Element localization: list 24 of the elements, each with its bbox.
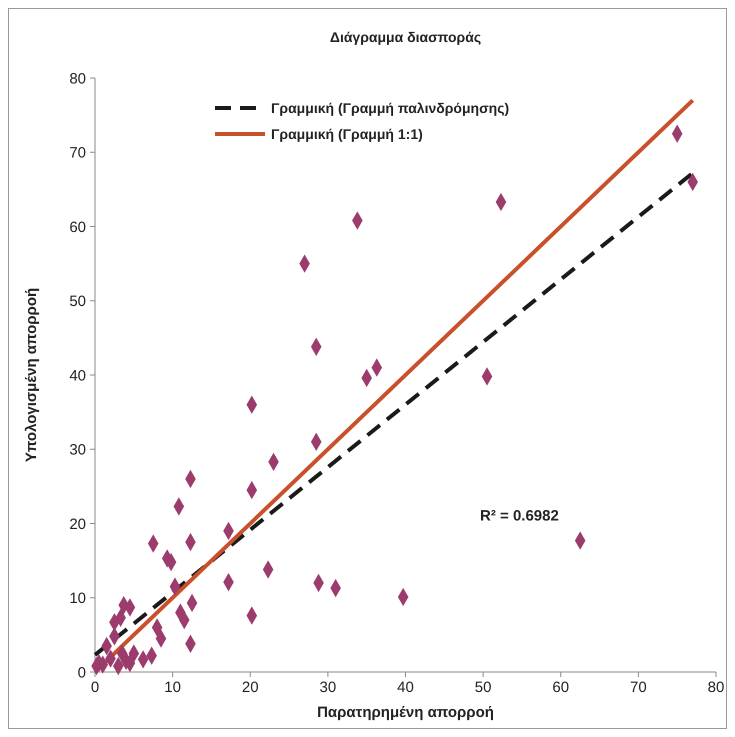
- x-tick-label: 60: [552, 679, 570, 696]
- y-tick-label: 30: [69, 442, 86, 458]
- x-tick-label: 40: [397, 679, 414, 696]
- x-tick-label: 20: [242, 679, 259, 696]
- y-tick-label: 10: [69, 590, 86, 607]
- y-tick-label: 50: [69, 293, 86, 310]
- y-tick-label: 40: [69, 367, 86, 384]
- legend-label: Γραμμική (Γραμμή 1:1): [271, 126, 423, 142]
- x-tick-label: 70: [630, 679, 647, 696]
- annotation: R² = 0.6982: [480, 508, 559, 525]
- x-axis-title: Παρατηρημένη απορροή: [317, 704, 494, 721]
- x-tick-label: 30: [320, 679, 336, 696]
- x-tick-label: 0: [90, 679, 100, 696]
- legend-label: Γραμμική (Γραμμή παλινδρόμησης): [271, 100, 510, 116]
- chart-title: Διάγραμμα διασποράς: [330, 29, 482, 45]
- y-tick-label: 60: [69, 218, 86, 236]
- x-tick-label: 50: [474, 679, 492, 696]
- y-tick-label: 80: [69, 70, 86, 88]
- x-tick-label: 10: [164, 679, 181, 696]
- y-axis-title: Υπολογισμένη απορροή: [23, 288, 40, 462]
- y-tick-label: 0: [78, 664, 86, 682]
- y-tick-label: 70: [69, 144, 86, 162]
- x-tick-label: 80: [708, 679, 724, 696]
- y-tick-label: 20: [69, 516, 86, 533]
